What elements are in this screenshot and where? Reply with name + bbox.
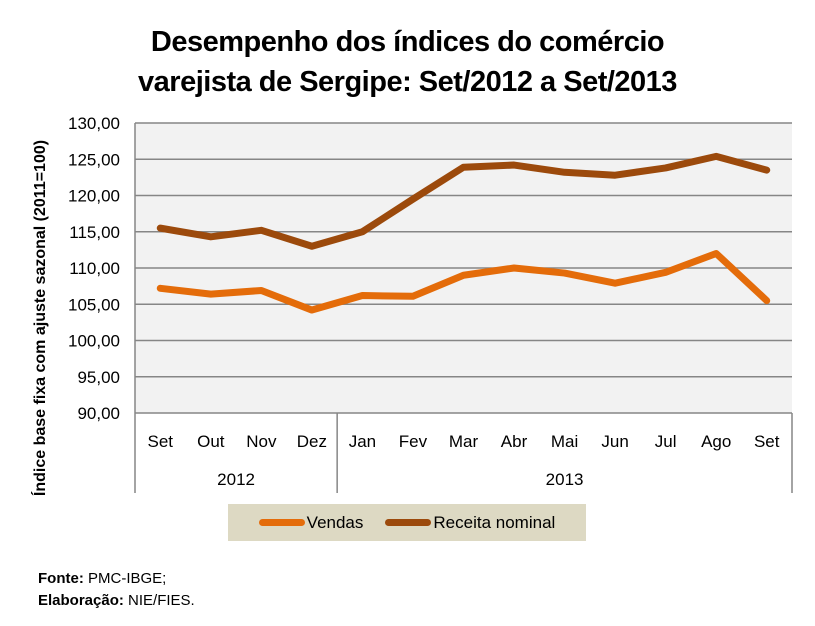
x-tick-label: Dez xyxy=(297,432,327,451)
x-tick-label: Mar xyxy=(449,432,479,451)
x-tick-label: Out xyxy=(197,432,225,451)
y-tick-label: 100,00 xyxy=(68,332,120,351)
y-tick-label: 90,00 xyxy=(77,404,120,423)
x-tick-label: Set xyxy=(148,432,174,451)
y-tick-label: 115,00 xyxy=(69,223,120,242)
y-axis-title: Índice base fixa com ajuste sazonal (201… xyxy=(30,140,49,496)
credit-label: Elaboração: xyxy=(38,592,124,609)
credit-line: Elaboração: NIE/FIES. xyxy=(38,590,195,612)
source-value: PMC-IBGE; xyxy=(88,570,167,587)
chart-title: Desempenho dos índices do comércio varej… xyxy=(0,22,815,102)
source-line: Fonte: PMC-IBGE; xyxy=(38,568,195,590)
legend-item-receita-nominal: Receita nominal xyxy=(385,513,555,533)
legend-label-vendas: Vendas xyxy=(306,512,364,532)
x-tick-label: Jan xyxy=(349,432,376,451)
y-tick-label: 130,00 xyxy=(68,114,120,133)
y-tick-label: 120,00 xyxy=(68,187,120,206)
footer: Fonte: PMC-IBGE; Elaboração: NIE/FIES. xyxy=(38,568,195,612)
chart-title-line-1: Desempenho dos índices do comércio xyxy=(150,26,665,58)
chart-title-line-2: varejista de Sergipe: Set/2012 a Set/201… xyxy=(138,66,677,98)
y-tick-label: 95,00 xyxy=(77,368,120,387)
legend-swatch-receita-nominal xyxy=(385,519,432,526)
legend-label-receita-nominal: Receita nominal xyxy=(433,512,556,532)
source-label: Fonte: xyxy=(38,570,84,587)
x-tick-label: Nov xyxy=(246,432,277,451)
x-tick-label: Set xyxy=(754,432,780,451)
x-tick-label: Jun xyxy=(601,432,628,451)
x-tick-label: Abr xyxy=(501,432,528,451)
legend-swatch-vendas xyxy=(258,519,305,526)
x-tick-label: Ago xyxy=(701,432,731,451)
x-group-label: 2013 xyxy=(546,470,584,489)
credit-value: NIE/FIES. xyxy=(128,592,195,609)
x-tick-label: Jul xyxy=(655,432,677,451)
y-tick-label: 110,00 xyxy=(69,259,120,278)
legend: Vendas Receita nominal xyxy=(228,504,586,541)
x-tick-label: Mai xyxy=(551,432,578,451)
x-tick-label: Fev xyxy=(399,432,428,451)
x-group-label: 2012 xyxy=(217,470,255,489)
y-tick-label: 105,00 xyxy=(68,295,120,314)
y-tick-label: 125,00 xyxy=(68,150,120,169)
legend-item-vendas: Vendas xyxy=(258,512,364,533)
